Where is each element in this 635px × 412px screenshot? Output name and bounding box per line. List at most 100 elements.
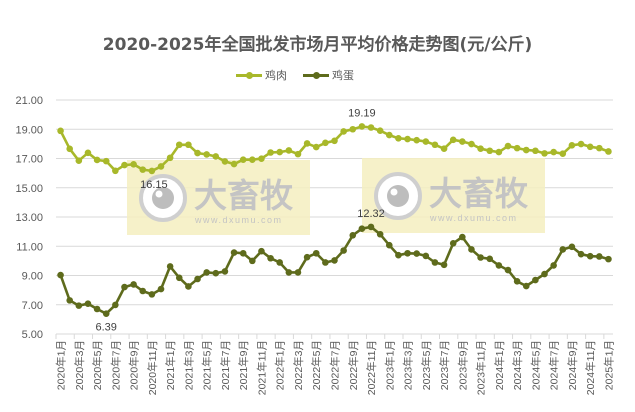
data-point[interactable] [93, 305, 101, 313]
data-point[interactable] [166, 154, 174, 162]
data-point[interactable] [285, 269, 293, 276]
data-point[interactable] [513, 144, 521, 152]
data-point[interactable] [258, 155, 265, 162]
data-point[interactable] [522, 282, 530, 290]
data-point[interactable] [322, 259, 329, 266]
data-point[interactable] [75, 302, 83, 309]
data-point[interactable] [413, 136, 420, 144]
data-point[interactable] [312, 143, 320, 151]
data-point[interactable] [440, 145, 448, 153]
data-point[interactable] [349, 125, 357, 133]
data-point[interactable] [75, 157, 83, 164]
data-point[interactable] [395, 135, 402, 142]
data-point[interactable] [468, 246, 475, 253]
data-point[interactable] [477, 254, 484, 261]
data-point[interactable] [422, 252, 430, 260]
data-point[interactable] [249, 156, 256, 163]
data-point[interactable] [258, 247, 265, 255]
data-point[interactable] [586, 252, 594, 260]
data-point[interactable] [112, 167, 119, 175]
data-point[interactable] [139, 166, 147, 173]
data-point[interactable] [504, 266, 512, 274]
data-point[interactable] [477, 145, 484, 153]
data-point[interactable] [157, 163, 165, 170]
data-point[interactable] [66, 145, 73, 153]
data-point[interactable] [249, 257, 256, 265]
legend-item-chicken-meat[interactable]: 鸡肉 [236, 67, 287, 83]
data-point[interactable] [267, 254, 274, 262]
data-point[interactable] [340, 247, 347, 254]
data-point[interactable] [194, 149, 201, 157]
data-point[interactable] [185, 283, 192, 290]
data-point[interactable] [486, 255, 494, 263]
data-point[interactable] [185, 141, 192, 149]
data-point[interactable] [57, 271, 64, 279]
data-point[interactable] [596, 253, 603, 260]
data-point[interactable] [532, 276, 539, 284]
data-point[interactable] [303, 140, 311, 147]
data-point[interactable] [459, 233, 466, 241]
data-point[interactable] [404, 135, 411, 143]
data-point[interactable] [431, 259, 439, 266]
data-point[interactable] [385, 131, 393, 139]
data-point[interactable] [532, 147, 539, 155]
data-point[interactable] [102, 157, 110, 165]
data-point[interactable] [84, 149, 92, 157]
data-point[interactable] [322, 139, 329, 147]
data-point[interactable] [449, 136, 457, 144]
data-point[interactable] [367, 223, 375, 231]
data-point[interactable] [568, 142, 576, 149]
data-point[interactable] [57, 127, 64, 135]
data-point[interactable] [93, 156, 101, 164]
data-point[interactable] [358, 225, 366, 232]
data-point[interactable] [541, 270, 548, 278]
data-point[interactable] [294, 269, 302, 276]
data-point[interactable] [605, 255, 612, 263]
data-point[interactable] [102, 310, 110, 317]
data-point[interactable] [130, 161, 137, 168]
data-point[interactable] [212, 153, 220, 160]
data-point[interactable] [404, 249, 411, 257]
data-point[interactable] [276, 259, 284, 266]
data-point[interactable] [449, 240, 457, 247]
data-point[interactable] [577, 140, 585, 148]
data-point[interactable] [331, 257, 338, 264]
data-point[interactable] [175, 274, 183, 282]
data-point[interactable] [495, 262, 503, 269]
data-point[interactable] [596, 144, 603, 152]
data-point[interactable] [148, 167, 156, 175]
data-point[interactable] [148, 291, 156, 298]
data-point[interactable] [586, 143, 594, 151]
data-point[interactable] [504, 142, 512, 150]
data-point[interactable] [522, 146, 530, 154]
data-point[interactable] [212, 269, 220, 277]
data-point[interactable] [66, 297, 73, 304]
data-point[interactable] [459, 138, 466, 145]
data-point[interactable] [166, 263, 174, 270]
data-point[interactable] [385, 241, 393, 249]
data-point[interactable] [331, 137, 338, 145]
data-point[interactable] [203, 151, 210, 158]
data-point[interactable] [513, 278, 521, 285]
data-point[interactable] [121, 161, 128, 169]
data-point[interactable] [230, 160, 238, 168]
data-point[interactable] [267, 149, 274, 156]
data-point[interactable] [559, 246, 567, 253]
data-point[interactable] [358, 123, 366, 130]
data-point[interactable] [376, 230, 384, 238]
data-point[interactable] [121, 283, 128, 291]
data-point[interactable] [550, 148, 557, 156]
data-point[interactable] [495, 148, 503, 156]
data-point[interactable] [468, 140, 475, 148]
legend-item-eggs[interactable]: 鸡蛋 [303, 67, 354, 83]
data-point[interactable] [376, 127, 384, 135]
data-point[interactable] [440, 261, 448, 269]
data-point[interactable] [276, 148, 284, 156]
data-point[interactable] [349, 231, 357, 239]
data-point[interactable] [559, 150, 567, 157]
data-point[interactable] [413, 250, 420, 257]
data-point[interactable] [431, 141, 439, 149]
data-point[interactable] [577, 250, 585, 258]
data-point[interactable] [568, 243, 576, 251]
data-point[interactable] [239, 156, 247, 163]
